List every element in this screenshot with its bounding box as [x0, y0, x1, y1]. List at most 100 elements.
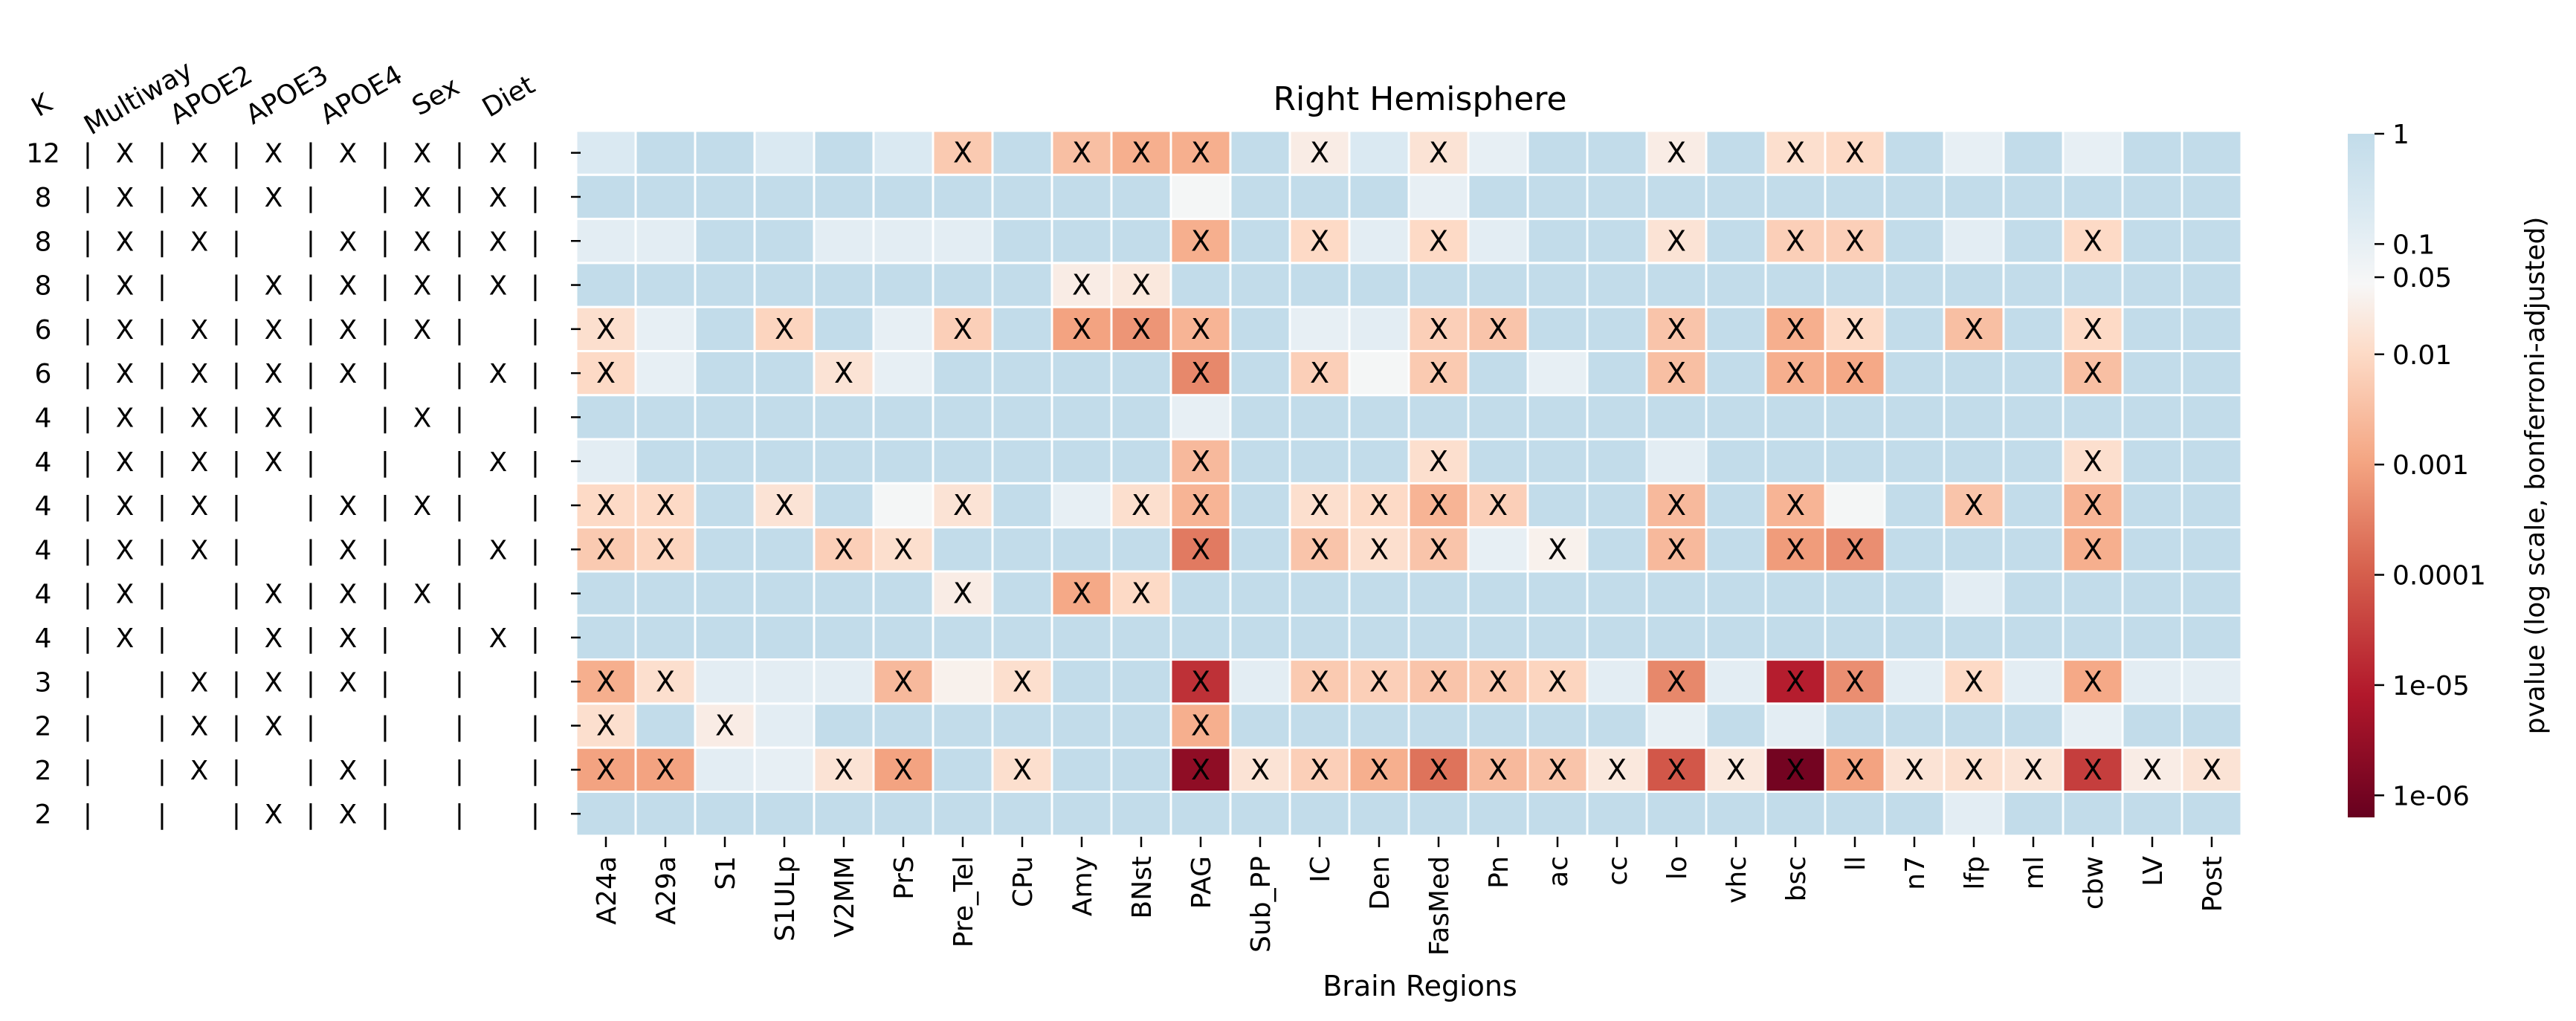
heatmap-cell: [1764, 791, 1827, 837]
heatmap-cell: [1586, 129, 1648, 176]
design-factor-mark: X: [489, 271, 508, 302]
heatmap-cell: [1050, 791, 1113, 837]
heatmap-cell: [1050, 702, 1113, 749]
design-separator: |: [158, 491, 167, 522]
region-label: BNst: [1127, 856, 1158, 919]
significance-mark: X: [1429, 445, 1448, 478]
heatmap-cell: [694, 305, 756, 353]
region-label: FasMed: [1424, 856, 1455, 956]
heatmap-cell: [1705, 262, 1767, 308]
significance-mark: X: [953, 313, 972, 346]
heatmap-cell: [1705, 570, 1767, 617]
design-separator: |: [381, 580, 390, 610]
design-separator: |: [306, 800, 315, 830]
design-separator: |: [306, 580, 315, 610]
heatmap-cell: [872, 614, 934, 661]
heatmap-cell: [1943, 526, 2005, 573]
heatmap-cell: [1645, 482, 1708, 529]
significance-mark: X: [1369, 753, 1389, 786]
heatmap-cell: [1586, 305, 1648, 353]
heatmap-cell: [1050, 438, 1113, 484]
heatmap-cell: [1169, 394, 1232, 441]
heatmap-cell: [1943, 173, 2005, 221]
significance-mark: X: [1964, 753, 1983, 786]
colorbar-tick-label: 1: [2392, 120, 2409, 150]
heatmap-cell: [932, 791, 994, 837]
heatmap-cell: [932, 658, 994, 705]
heatmap-cell: [1705, 350, 1767, 397]
heatmap-cell: [1705, 394, 1767, 441]
design-separator: |: [83, 667, 92, 698]
heatmap-cell: [1526, 305, 1589, 353]
heatmap-cell: [1467, 702, 1529, 749]
heatmap-cell: [1526, 350, 1589, 397]
design-k-value: 8: [35, 227, 52, 257]
region-label: V2MM: [830, 856, 860, 938]
significance-mark: X: [775, 313, 794, 346]
heatmap-cell: [1586, 658, 1648, 705]
heatmap-cell: [1348, 218, 1410, 265]
significance-mark: X: [1072, 313, 1091, 346]
design-factor-mark: X: [339, 491, 358, 522]
heatmap-cell: [872, 526, 934, 573]
design-separator: |: [232, 447, 241, 478]
heatmap-cell: [2062, 350, 2124, 397]
heatmap-cell: [1348, 614, 1410, 661]
heatmap-cell: [1407, 791, 1470, 837]
heatmap-cell: [1288, 658, 1351, 705]
heatmap-cell: [2121, 173, 2183, 221]
chart-title: Right Hemisphere: [1273, 80, 1566, 118]
heatmap-cell: [1586, 791, 1648, 837]
heatmap-cell: [2180, 570, 2243, 617]
heatmap-cell: [1348, 570, 1410, 617]
heatmap-cell: [694, 262, 756, 308]
heatmap-cell: [753, 746, 816, 794]
design-separator: |: [381, 712, 390, 742]
heatmap-cell: [1169, 262, 1232, 308]
heatmap-cell: [872, 173, 934, 221]
heatmap-cell: [634, 438, 697, 484]
design-separator: |: [381, 183, 390, 213]
heatmap-cell: [753, 438, 816, 484]
heatmap-cell: [1883, 350, 1946, 397]
significance-mark: X: [1726, 753, 1746, 786]
heatmap-cell: [1407, 482, 1470, 529]
significance-mark: X: [1310, 753, 1329, 786]
region-label: A24a: [592, 856, 622, 925]
region-label: Pn: [1484, 856, 1514, 889]
design-factor-mark: X: [190, 667, 209, 698]
significance-mark: X: [834, 753, 853, 786]
region-label: LV: [2138, 856, 2169, 887]
heatmap-cell: [2062, 262, 2124, 308]
heatmap-cell: [1586, 526, 1648, 573]
design-separator: |: [306, 623, 315, 654]
design-factor-mark: X: [339, 623, 358, 654]
design-factor-mark: X: [116, 315, 135, 346]
heatmap-cell: [1586, 702, 1648, 749]
heatmap-cell: [1110, 350, 1172, 397]
heatmap-cell: [1467, 129, 1529, 176]
design-separator: |: [83, 183, 92, 213]
heatmap-cell: [1229, 658, 1291, 705]
design-separator: |: [531, 227, 540, 257]
design-k-value: 4: [35, 491, 52, 522]
heatmap-cell: [1705, 305, 1767, 353]
heatmap-cell: [1229, 350, 1291, 397]
region-label: cbw: [2079, 856, 2109, 910]
design-factor-mark: X: [190, 139, 209, 169]
heatmap-cell: [872, 702, 934, 749]
heatmap-cell: [753, 350, 816, 397]
design-separator: |: [158, 623, 167, 654]
heatmap-cell: [753, 570, 816, 617]
x-axis-label: Brain Regions: [1323, 970, 1517, 1002]
colorbar-tick-label: 0.001: [2392, 450, 2469, 481]
heatmap-cell: [1943, 394, 2005, 441]
heatmap-cell: [1764, 394, 1827, 441]
design-factor-mark: X: [116, 139, 135, 169]
design-separator: |: [381, 756, 390, 786]
heatmap-cell: [634, 173, 697, 221]
significance-mark: X: [1786, 313, 1805, 346]
design-separator: |: [455, 315, 464, 346]
heatmap-cell: [575, 129, 637, 176]
design-factor-mark: X: [265, 271, 283, 302]
